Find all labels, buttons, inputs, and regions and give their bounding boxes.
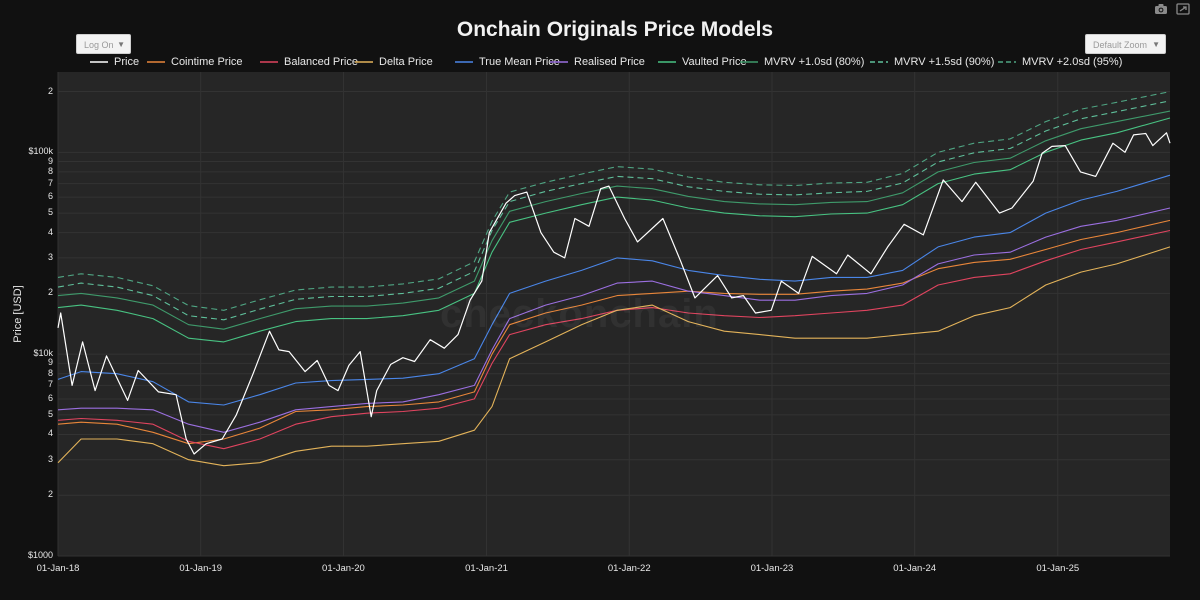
x-tick-label: 01-Jan-25 (1036, 563, 1080, 574)
series-line-delta-price (57, 246, 1171, 467)
y-tick-label: 8 (47, 367, 53, 378)
legend-swatch (455, 61, 473, 63)
series-line-true-mean-price (57, 174, 1171, 406)
y-tick-label: 7 (47, 177, 53, 188)
legend-label: Realised Price (574, 56, 645, 68)
legend-item[interactable]: MVRV +1.0sd (80%) (740, 56, 864, 68)
legend-label: MVRV +1.5sd (90%) (894, 56, 995, 68)
y-tick-label: 2 (47, 287, 53, 298)
y-tick-label: 3 (47, 251, 53, 262)
x-tick-label: 01-Jan-21 (465, 563, 508, 574)
y-tick-label: 3 (47, 453, 53, 464)
legend-swatch (355, 61, 373, 63)
expand-icon[interactable] (1176, 3, 1190, 15)
legend-label: True Mean Price (479, 56, 560, 68)
x-tick-label: 01-Jan-24 (893, 563, 937, 574)
series-layer (57, 91, 1171, 467)
camera-icon[interactable] (1154, 3, 1168, 15)
series-line-vaulted-price (57, 117, 1171, 343)
series-line-mvrv-1-5sd-90 (57, 100, 1171, 321)
y-tick-label: 5 (47, 207, 53, 218)
legend-item[interactable]: MVRV +2.0sd (95%) (998, 56, 1122, 68)
y-tick-label: 9 (47, 357, 53, 368)
legend-swatch (260, 61, 278, 63)
log-scale-dropdown-label: Log On (84, 40, 114, 50)
y-axis-title: Price [USD] (12, 285, 24, 343)
y-tick-label: 4 (47, 428, 53, 439)
y-tick-label: 2 (47, 489, 53, 500)
chevron-down-icon: ▼ (117, 40, 125, 49)
watermark: checkonchain (440, 292, 719, 336)
legend-label: Balanced Price (284, 56, 358, 68)
y-tick-label: $1000 (27, 550, 53, 560)
y-tick-label: 6 (47, 392, 53, 403)
legend-label: Delta Price (379, 56, 433, 68)
legend-swatch (870, 61, 888, 63)
chart-title: Onchain Originals Price Models (456, 18, 774, 41)
legend-swatch (740, 61, 758, 63)
series-line-mvrv-1-0sd-80 (57, 110, 1171, 330)
legend-item[interactable]: Realised Price (550, 56, 645, 68)
series-line-price (57, 132, 1171, 455)
legend-label: Vaulted Price (682, 56, 747, 68)
series-line-realised-price (57, 207, 1171, 433)
legend-swatch (998, 61, 1016, 63)
y-tick-label: 6 (47, 191, 53, 202)
zoom-dropdown-label: Default Zoom (1093, 40, 1148, 50)
y-tick-label: 8 (47, 165, 53, 176)
x-tick-label: 01-Jan-18 (36, 563, 80, 574)
series-line-cointime-price (57, 219, 1171, 445)
chevron-down-icon: ▼ (1152, 40, 1160, 49)
legend-item[interactable]: Vaulted Price (658, 56, 747, 68)
y-tick-label: 2 (47, 85, 53, 96)
legend-item[interactable]: Delta Price (355, 56, 433, 68)
chart-legend: Price Cointime Price Balanced Price Delta P… (90, 56, 1170, 70)
legend-item[interactable]: Balanced Price (260, 56, 358, 68)
legend-label: MVRV +1.0sd (80%) (764, 56, 865, 68)
legend-item[interactable]: True Mean Price (455, 56, 560, 68)
legend-swatch (550, 61, 568, 63)
legend-label: Price (114, 56, 140, 68)
y-tick-label: $100k (28, 146, 53, 157)
series-line-balanced-price (57, 229, 1171, 450)
legend-item[interactable]: Price (90, 56, 139, 68)
legend-swatch (90, 61, 108, 63)
legend-swatch (658, 61, 676, 63)
y-tick-label: 5 (47, 408, 53, 419)
series-line-mvrv-2-0sd-95 (57, 91, 1171, 311)
legend-item[interactable]: Cointime Price (147, 56, 243, 68)
x-tick-label: 01-Jan-19 (179, 563, 223, 574)
legend-label: MVRV +2.0sd (95%) (1022, 56, 1123, 68)
legend-swatch (147, 61, 165, 63)
y-tick-label: 9 (47, 155, 53, 166)
x-tick-label: 01-Jan-23 (750, 563, 794, 574)
log-scale-dropdown[interactable]: Log On ▼ (76, 34, 131, 54)
y-tick-label: $10k (33, 348, 53, 359)
y-tick-label: 4 (47, 226, 53, 237)
x-tick-label: 01-Jan-22 (607, 563, 651, 574)
grid-layer (57, 72, 1170, 557)
y-tick-label: 7 (47, 379, 53, 390)
legend-item[interactable]: MVRV +1.5sd (90%) (870, 56, 994, 68)
x-tick-label: 01-Jan-20 (322, 563, 365, 574)
zoom-dropdown[interactable]: Default Zoom ▼ (1085, 34, 1166, 54)
legend-label: Cointime Price (171, 56, 243, 68)
